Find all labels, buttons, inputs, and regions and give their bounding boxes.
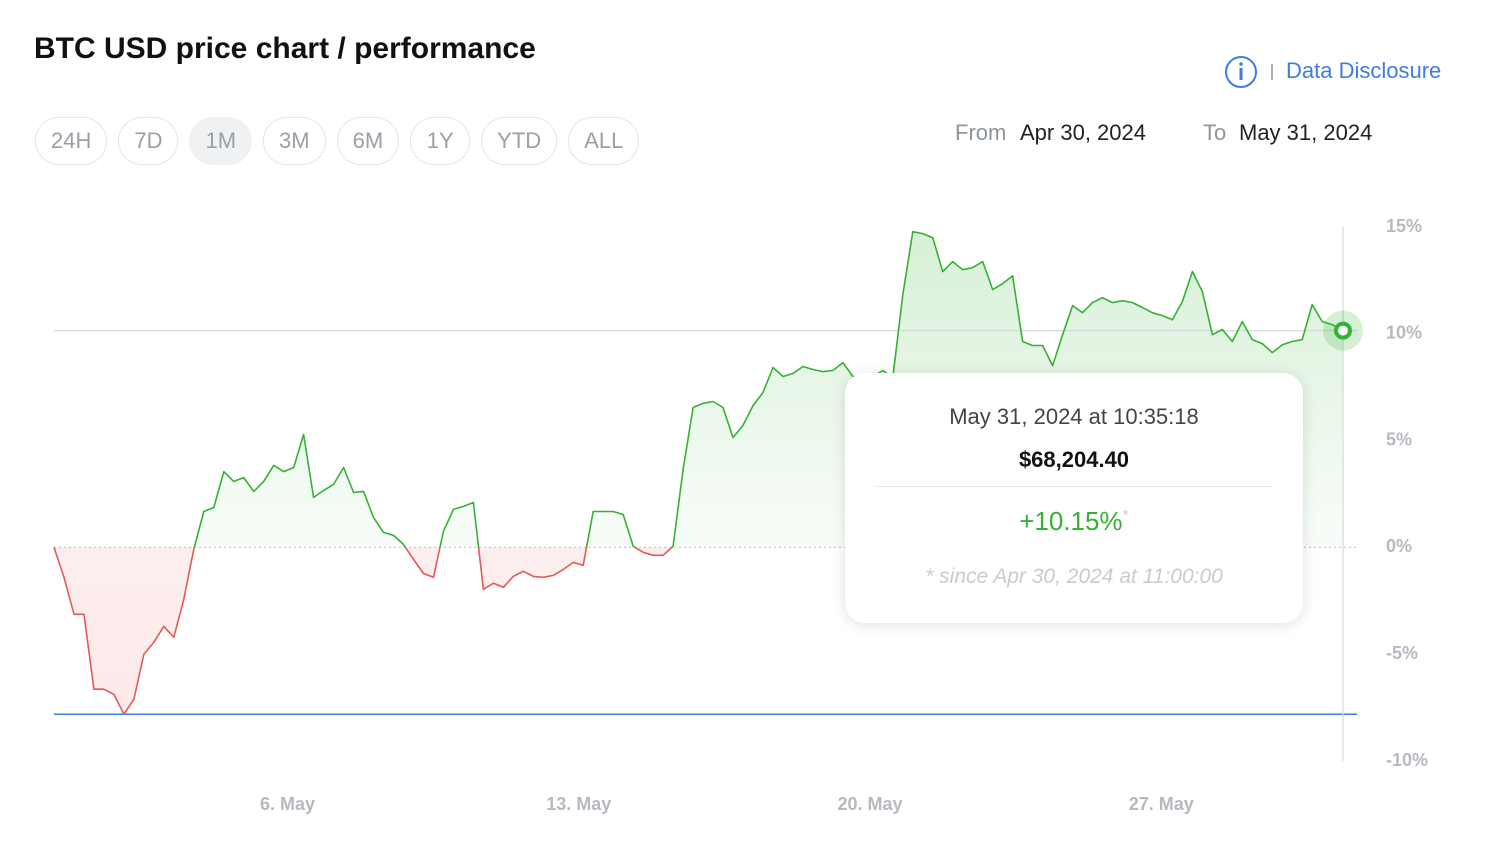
price-line xyxy=(53,230,1344,715)
tooltip-price: $68,204.40 xyxy=(1018,447,1130,472)
to-date[interactable]: May 31, 2024 xyxy=(1239,120,1373,145)
to-label: To xyxy=(1203,120,1227,145)
info-icon[interactable] xyxy=(1225,56,1257,88)
info-circle[interactable] xyxy=(1225,56,1257,88)
range-button[interactable]: 6M xyxy=(336,117,400,165)
y-tick-label: 0% xyxy=(1386,536,1412,556)
tooltip: May 31, 2024 at 10:35:18 $68,204.40 +10.… xyxy=(845,373,1303,623)
tooltip-change: +10.15% xyxy=(1019,506,1123,536)
range-button[interactable]: 1M xyxy=(189,117,253,165)
x-tick-label: 20. May xyxy=(837,794,902,814)
y-tick-label: -5% xyxy=(1386,643,1418,663)
range-button[interactable]: 3M xyxy=(263,117,326,165)
tooltip-change-row: +10.15%* xyxy=(845,506,1303,537)
y-tick-label: 5% xyxy=(1386,429,1412,449)
x-tick-label: 27. May xyxy=(1129,794,1194,814)
page-title: BTC USD price chart / performance xyxy=(34,32,536,65)
range-button[interactable]: 24H xyxy=(35,117,108,165)
range-button[interactable]: ALL xyxy=(568,117,640,165)
x-tick-label: 6. May xyxy=(260,794,315,814)
y-tick-label: 15% xyxy=(1386,216,1422,236)
data-disclosure-link[interactable]: Data Disclosure xyxy=(1286,58,1442,83)
y-tick-label: -10% xyxy=(1386,750,1428,770)
tooltip-note: * since Apr 30, 2024 at 11:00:00 xyxy=(925,565,1223,588)
range-button[interactable]: YTD xyxy=(481,117,558,165)
range-button[interactable]: 1Y xyxy=(410,117,471,165)
from-label: From xyxy=(955,120,1007,145)
info-stem[interactable] xyxy=(1239,68,1243,80)
area-fill xyxy=(54,231,1343,715)
tooltip-date: May 31, 2024 at 10:35:18 xyxy=(949,404,1199,429)
from-date[interactable]: Apr 30, 2024 xyxy=(1020,120,1146,145)
marker xyxy=(1334,321,1352,340)
y-tick-label: 10% xyxy=(1386,323,1422,343)
info-dot[interactable] xyxy=(1239,62,1243,66)
range-selector: 24H 7D 1M 3M 6M 1Y YTD ALL xyxy=(35,117,640,165)
x-tick-label: 13. May xyxy=(546,794,611,814)
tooltip-divider xyxy=(875,486,1273,487)
tooltip-note-mark: * xyxy=(1122,507,1129,525)
range-button[interactable]: 7D xyxy=(118,117,179,165)
